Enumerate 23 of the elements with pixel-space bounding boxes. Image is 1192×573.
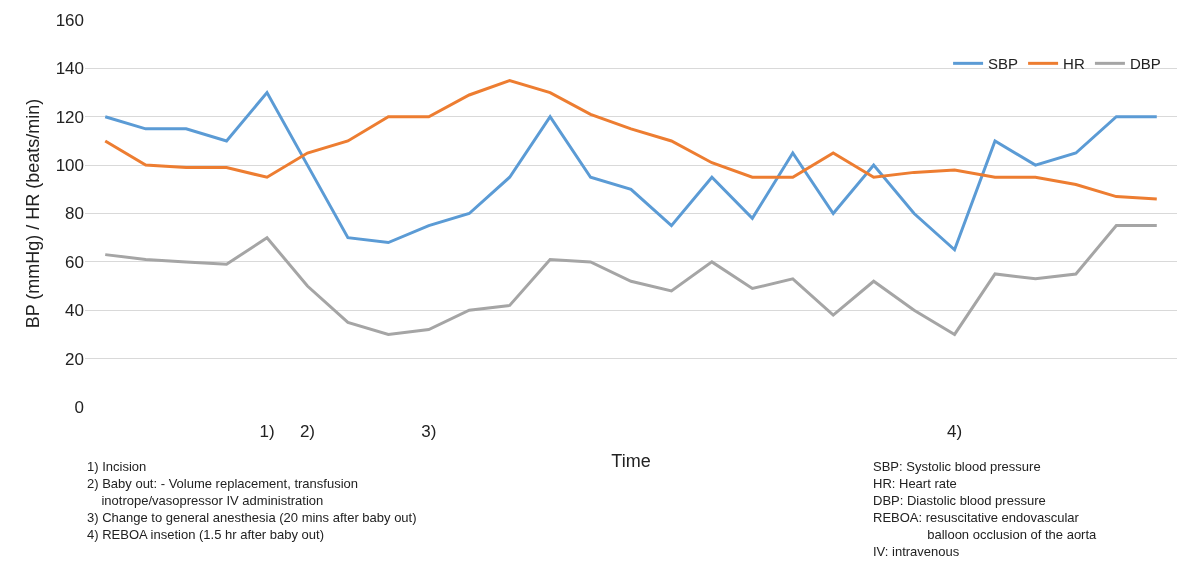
y-tick-label: 160 xyxy=(55,10,84,30)
y-tick-label: 100 xyxy=(55,156,84,176)
x-tick-label: 4) xyxy=(947,422,963,441)
y-tick-label: 120 xyxy=(55,107,84,127)
y-tick-label: 140 xyxy=(55,59,84,79)
y-axis-title: BP (mmHg) / HR (beats/min) xyxy=(23,98,43,329)
legend-label: HR xyxy=(1063,55,1085,73)
line-series xyxy=(103,91,1159,252)
x-tick-label: 3) xyxy=(421,422,437,441)
y-tick-label: 20 xyxy=(65,349,84,369)
legend-label: DBP xyxy=(1129,55,1161,73)
y-tick-label: 0 xyxy=(74,397,84,417)
y-tick-label: 80 xyxy=(65,204,84,224)
x-tick-label: 2) xyxy=(299,422,315,441)
x-axis-title: Time xyxy=(611,451,651,472)
x-tick-label: 1) xyxy=(259,422,275,441)
y-tick-label: 40 xyxy=(65,301,84,321)
text: SBP: Systolic blood pressure HR: Heart rate DBP: Diastolic blood pressure REBOA: resuscitative endovascular balloon occlusion of the aorta IV: intravenous xyxy=(873,459,1098,559)
y-tick-label: 60 xyxy=(65,252,84,272)
line-series xyxy=(103,78,1159,201)
legend-label: SBP xyxy=(988,55,1019,73)
line-series xyxy=(103,224,1159,336)
text: 1) Incision 2) Baby out: - Volume replacement, transfusion inotrope/vasopressor IV administration 3) Change to general anesthesia (20 mins after baby out) 4) REBOA insetion (1.5 hr after baby out) xyxy=(87,459,417,542)
